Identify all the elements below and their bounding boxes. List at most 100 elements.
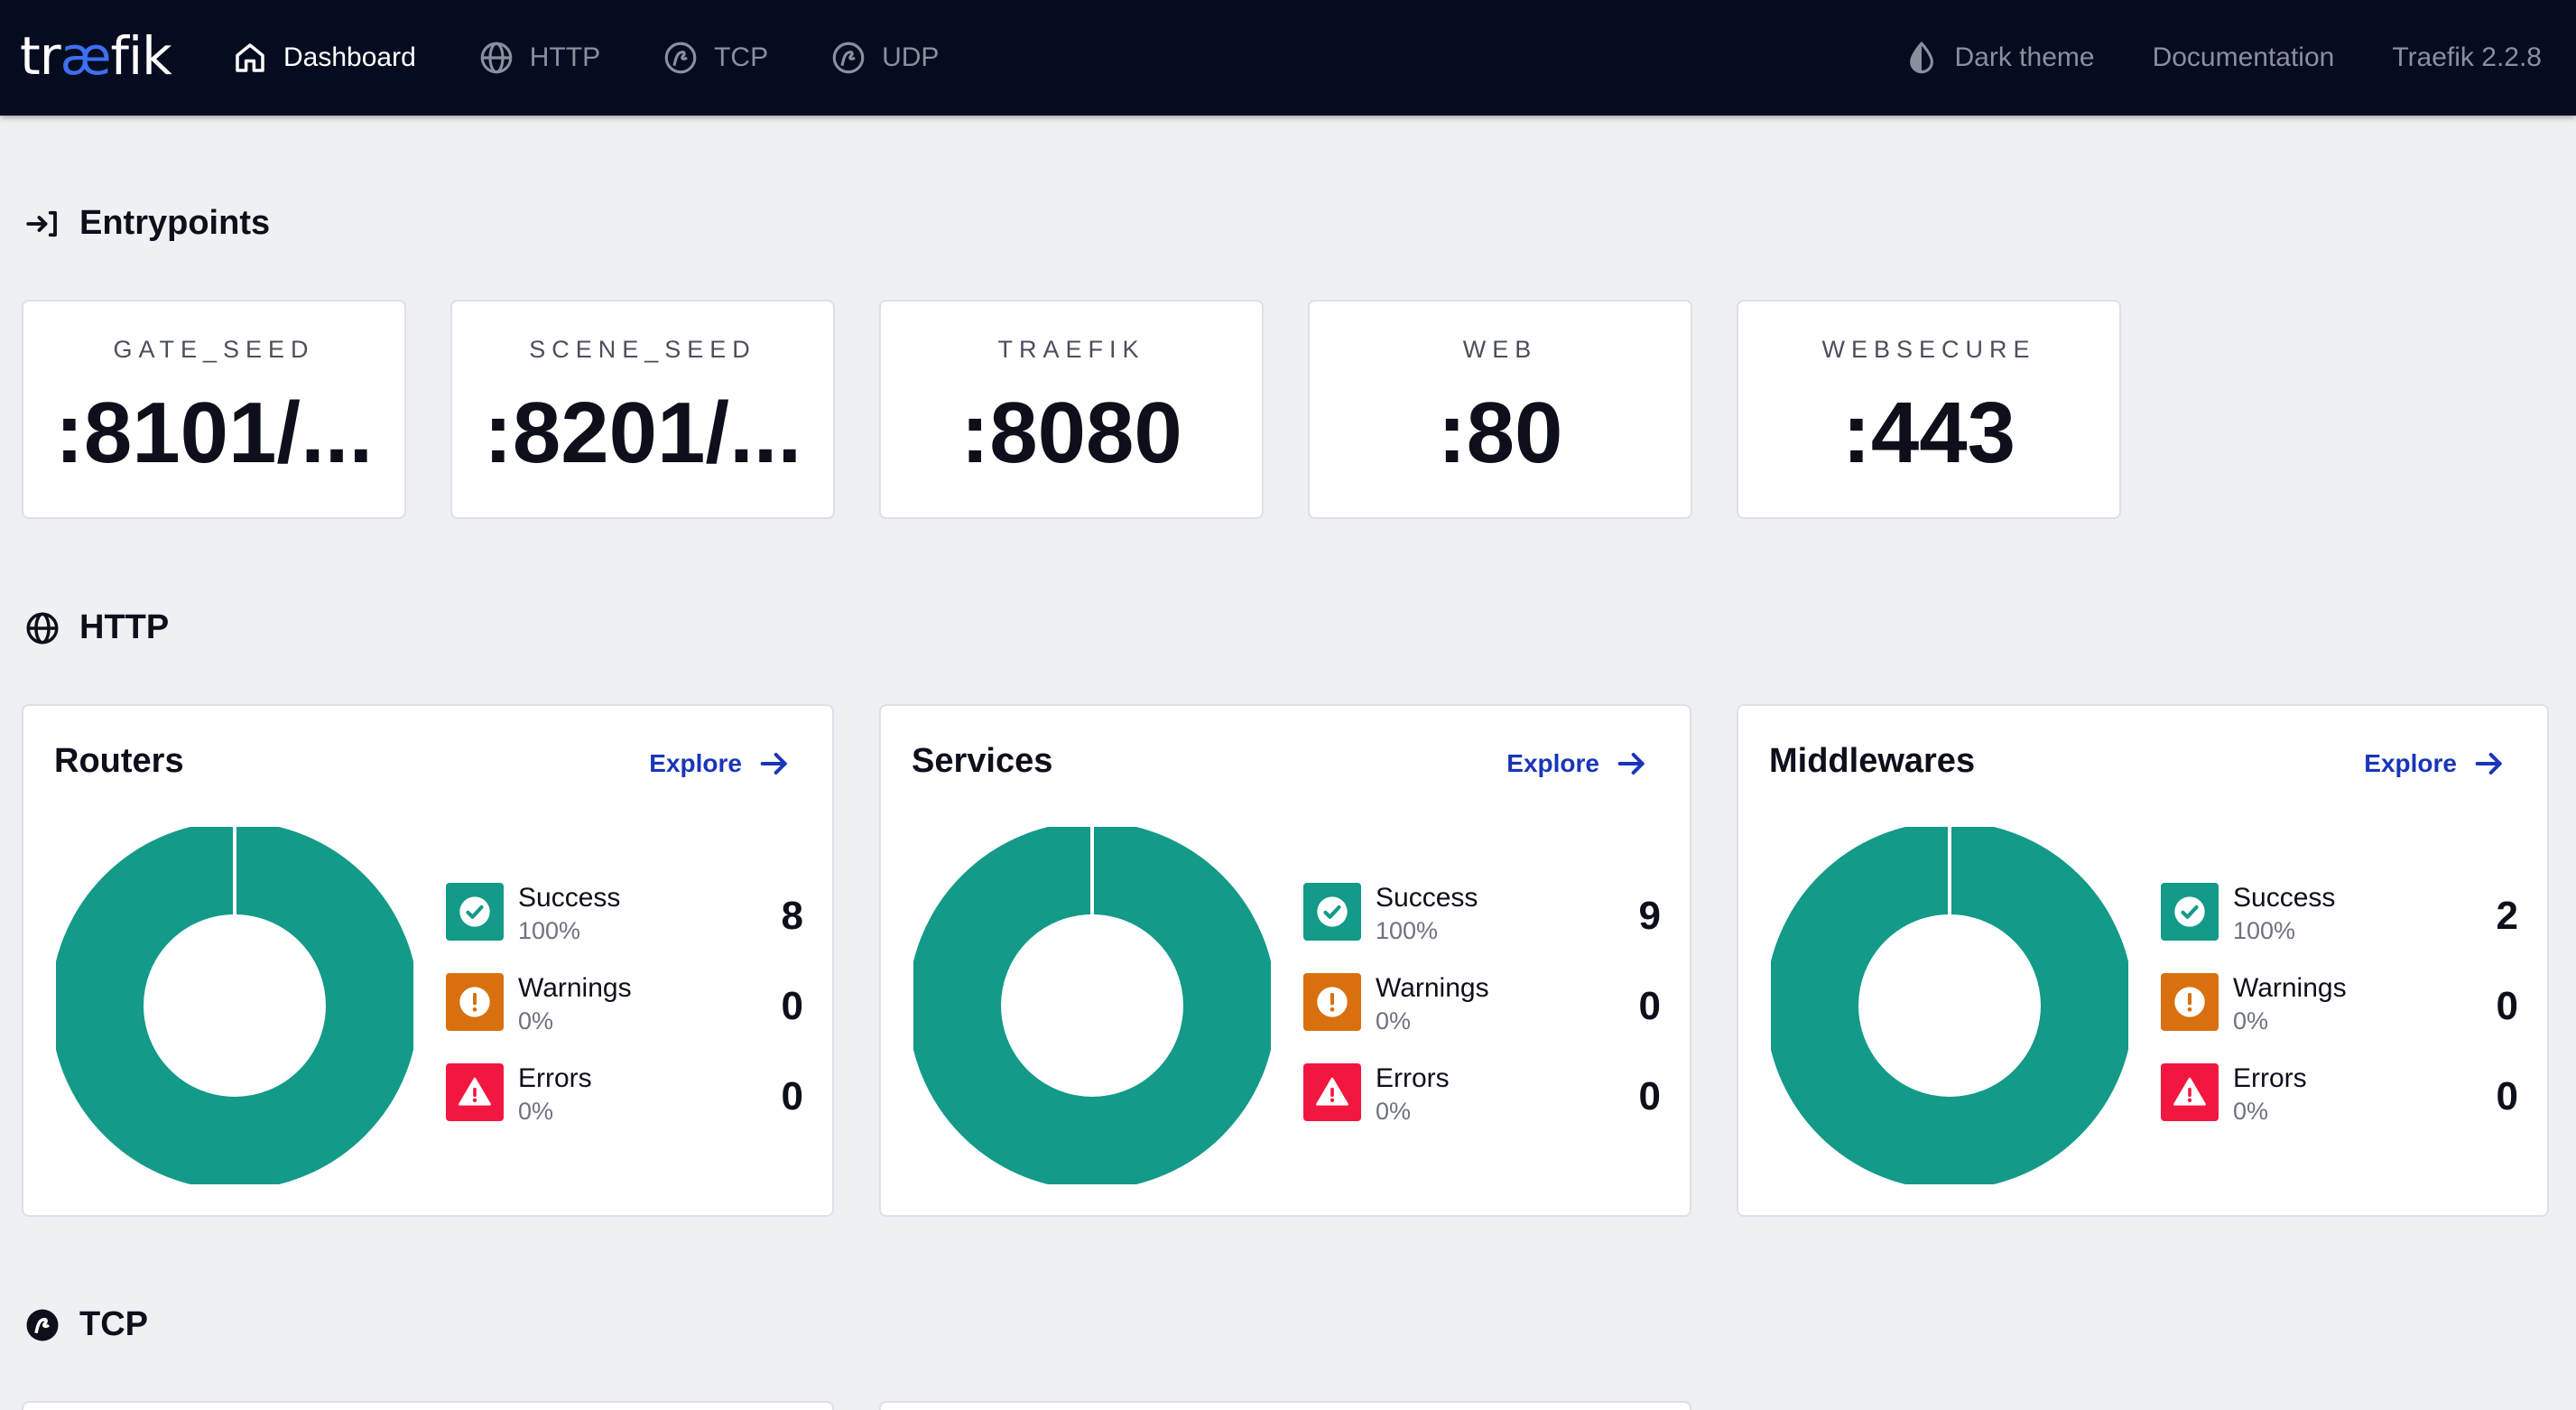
globe-icon (26, 612, 59, 644)
middlewares-card: Middlewares Explore Success 100% 2 Warni… (1737, 704, 2549, 1217)
error-triangle-icon (2161, 1063, 2219, 1121)
dark-theme-label: Dark theme (1954, 42, 2095, 72)
contrast-drop-icon (1909, 41, 1933, 74)
status-donut-chart (56, 827, 413, 1184)
success-stat: Success 100% 2 (2161, 883, 2518, 973)
entrypoint-port: :80 (1437, 385, 1563, 481)
errors-label: Errors (518, 1063, 592, 1093)
errors-stat: Errors 0% 0 (446, 1063, 803, 1154)
logo-text-start: tr (20, 25, 61, 87)
version-text: Traefik 2.2.8 (2392, 42, 2542, 72)
entrypoint-name: WEBSECURE (1821, 336, 2036, 363)
errors-count: 0 (2496, 1074, 2518, 1118)
explore-routers-link[interactable]: Explore (649, 746, 792, 782)
entrypoints-title: Entrypoints (79, 204, 271, 242)
entrypoint-card: SCENE_SEED :8201/... (450, 300, 835, 519)
nav-http-label: HTTP (529, 42, 601, 72)
http-title: HTTP (79, 608, 170, 646)
warnings-count: 0 (781, 984, 803, 1028)
explore-services-link[interactable]: Explore (1506, 746, 1650, 782)
nav-udp[interactable]: UDP (829, 39, 939, 77)
nav-tcp-label: TCP (714, 42, 769, 72)
warning-exclamation-icon (2161, 973, 2219, 1031)
explore-label: Explore (649, 749, 742, 777)
entrypoint-card: TRAEFIK :8080 (879, 300, 1264, 519)
errors-count: 0 (781, 1074, 803, 1118)
entrypoint-port: :8080 (960, 385, 1182, 481)
explore-label: Explore (2364, 749, 2457, 777)
arrow-right-icon (760, 753, 787, 775)
nav-http[interactable]: HTTP (477, 39, 600, 77)
nav-right: Dark theme Documentation Traefik 2.2.8 (1903, 0, 2542, 116)
logo-text-ae: æ (60, 25, 112, 87)
top-navbar: tr æ fik Dashboard HTTP TCP (0, 0, 2576, 116)
errors-count: 0 (1638, 1074, 1661, 1118)
errors-percent: 0% (518, 1098, 554, 1125)
documentation-label: Documentation (2152, 42, 2335, 72)
explore-middlewares-link[interactable]: Explore (2364, 746, 2507, 782)
entrypoint-card: WEBSECURE :443 (1737, 300, 2121, 519)
status-legend: Success 100% 9 Warnings 0% 0 Errors 0% 0 (1303, 883, 1661, 1154)
success-check-icon (1303, 883, 1361, 941)
main-nav: Dashboard HTTP TCP UDP (231, 0, 1000, 116)
success-label: Success (518, 883, 621, 913)
arrow-right-icon (1617, 753, 1645, 775)
entrypoint-arrow-icon (26, 210, 57, 237)
success-count: 8 (781, 894, 803, 938)
warnings-stat: Warnings 0% 0 (446, 973, 803, 1063)
routers-card: Routers Explore Success 100% 8 Warnings … (22, 704, 834, 1217)
error-triangle-icon (1303, 1063, 1361, 1121)
errors-stat: Errors 0% 0 (2161, 1063, 2518, 1154)
http-heading: HTTP (23, 608, 169, 647)
errors-stat: Errors 0% 0 (1303, 1063, 1661, 1154)
errors-percent: 0% (2233, 1098, 2269, 1125)
success-check-icon (2161, 883, 2219, 941)
nav-dashboard-label: Dashboard (283, 42, 416, 72)
home-icon (236, 43, 264, 72)
success-percent: 100% (518, 917, 581, 944)
card-title: Middlewares (1769, 742, 1976, 780)
success-percent: 100% (1376, 917, 1439, 944)
version-label[interactable]: Traefik 2.2.8 (2392, 42, 2542, 73)
success-label: Success (2233, 883, 2336, 913)
entrypoint-port: :8101/... (54, 385, 374, 481)
success-stat: Success 100% 8 (446, 883, 803, 973)
entrypoint-name: SCENE_SEED (529, 336, 756, 363)
tcp-services-card (879, 1401, 1691, 1410)
globe-icon (480, 42, 513, 74)
success-count: 9 (1638, 894, 1661, 938)
entrypoint-card: GATE_SEED :8101/... (22, 300, 406, 519)
status-donut-chart (1771, 827, 2128, 1184)
errors-label: Errors (1376, 1063, 1450, 1093)
dark-theme-toggle[interactable]: Dark theme (1903, 39, 2095, 77)
warnings-stat: Warnings 0% 0 (2161, 973, 2518, 1063)
warnings-label: Warnings (1376, 973, 1489, 1003)
warnings-label: Warnings (518, 973, 632, 1003)
traefik-logo[interactable]: tr æ fik (20, 18, 172, 94)
success-percent: 100% (2233, 917, 2296, 944)
warning-exclamation-icon (1303, 973, 1361, 1031)
nav-tcp[interactable]: TCP (662, 39, 768, 77)
tcp-title: TCP (79, 1305, 148, 1343)
explore-label: Explore (1506, 749, 1599, 777)
entrypoint-name: WEB (1462, 336, 1538, 363)
entrypoint-port: :8201/... (483, 385, 802, 481)
warnings-label: Warnings (2233, 973, 2347, 1003)
warnings-count: 0 (1638, 984, 1661, 1028)
udp-icon (832, 42, 865, 74)
nav-dashboard[interactable]: Dashboard (231, 39, 416, 77)
warnings-percent: 0% (518, 1007, 554, 1034)
card-title: Routers (54, 742, 184, 780)
entrypoint-card: WEB :80 (1308, 300, 1692, 519)
error-triangle-icon (446, 1063, 504, 1121)
nav-udp-label: UDP (882, 42, 940, 72)
documentation-link[interactable]: Documentation (2153, 42, 2335, 73)
warning-exclamation-icon (446, 973, 504, 1031)
status-legend: Success 100% 8 Warnings 0% 0 Errors 0% 0 (446, 883, 803, 1154)
arrow-right-icon (2475, 753, 2502, 775)
warnings-percent: 0% (2233, 1007, 2269, 1034)
logo-text-end: fik (110, 25, 172, 87)
success-label: Success (1376, 883, 1478, 913)
entrypoint-port: :443 (1841, 385, 2016, 481)
success-stat: Success 100% 9 (1303, 883, 1661, 973)
